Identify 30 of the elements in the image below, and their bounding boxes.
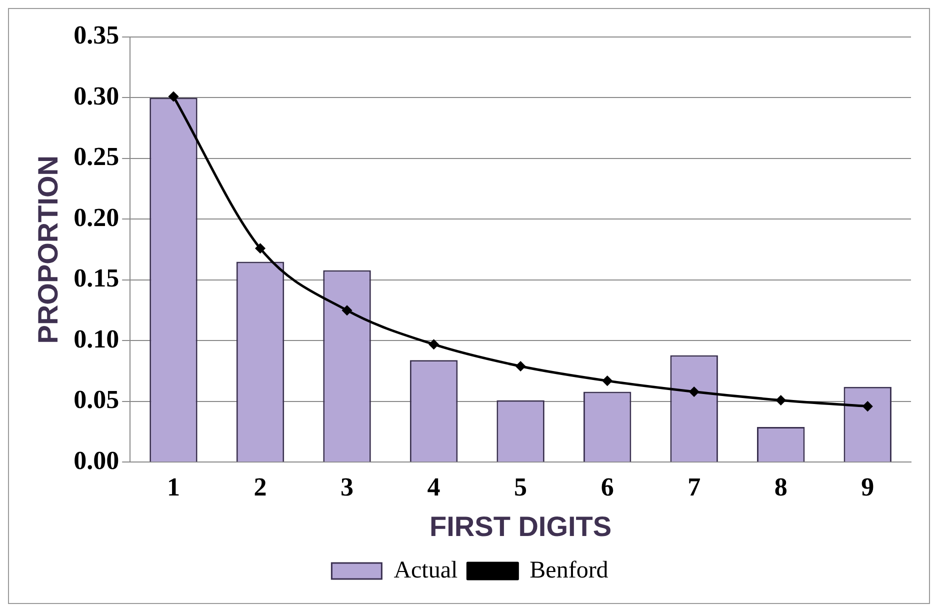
x-tick-label: 3 — [340, 472, 354, 502]
y-tick-label: 0.35 — [74, 20, 120, 50]
point — [516, 361, 526, 371]
y-tick-label: 0.00 — [74, 446, 120, 475]
point — [602, 376, 612, 386]
x-tick-label: 9 — [861, 472, 874, 502]
x-tick-label: 4 — [427, 472, 440, 502]
legend-label: Benford — [530, 557, 608, 584]
x-tick-label: 1 — [166, 472, 180, 502]
y-tick-label: 0.10 — [74, 324, 120, 354]
x-tick-label: 8 — [774, 472, 788, 502]
y-axis-title: PROPORTION — [32, 155, 64, 344]
x-tick-label: 6 — [600, 472, 614, 502]
y-tick-label: 0.25 — [74, 142, 120, 172]
point — [689, 386, 699, 396]
legend-label: Actual — [394, 557, 458, 584]
point — [776, 395, 786, 405]
x-tick-label: 2 — [254, 472, 267, 502]
point — [168, 92, 178, 102]
x-axis-title: FIRST DIGITS — [430, 510, 612, 542]
point — [862, 402, 872, 412]
point — [256, 244, 265, 254]
y-tick-label: 0.20 — [74, 202, 120, 232]
y-tick-label: 0.05 — [74, 385, 120, 414]
x-tick-label: 5 — [514, 472, 528, 502]
y-tick-label: 0.15 — [74, 264, 120, 293]
point — [342, 306, 352, 316]
x-tick-label: 7 — [688, 472, 701, 502]
y-tick-label: 0.30 — [74, 81, 120, 110]
point — [429, 340, 439, 350]
